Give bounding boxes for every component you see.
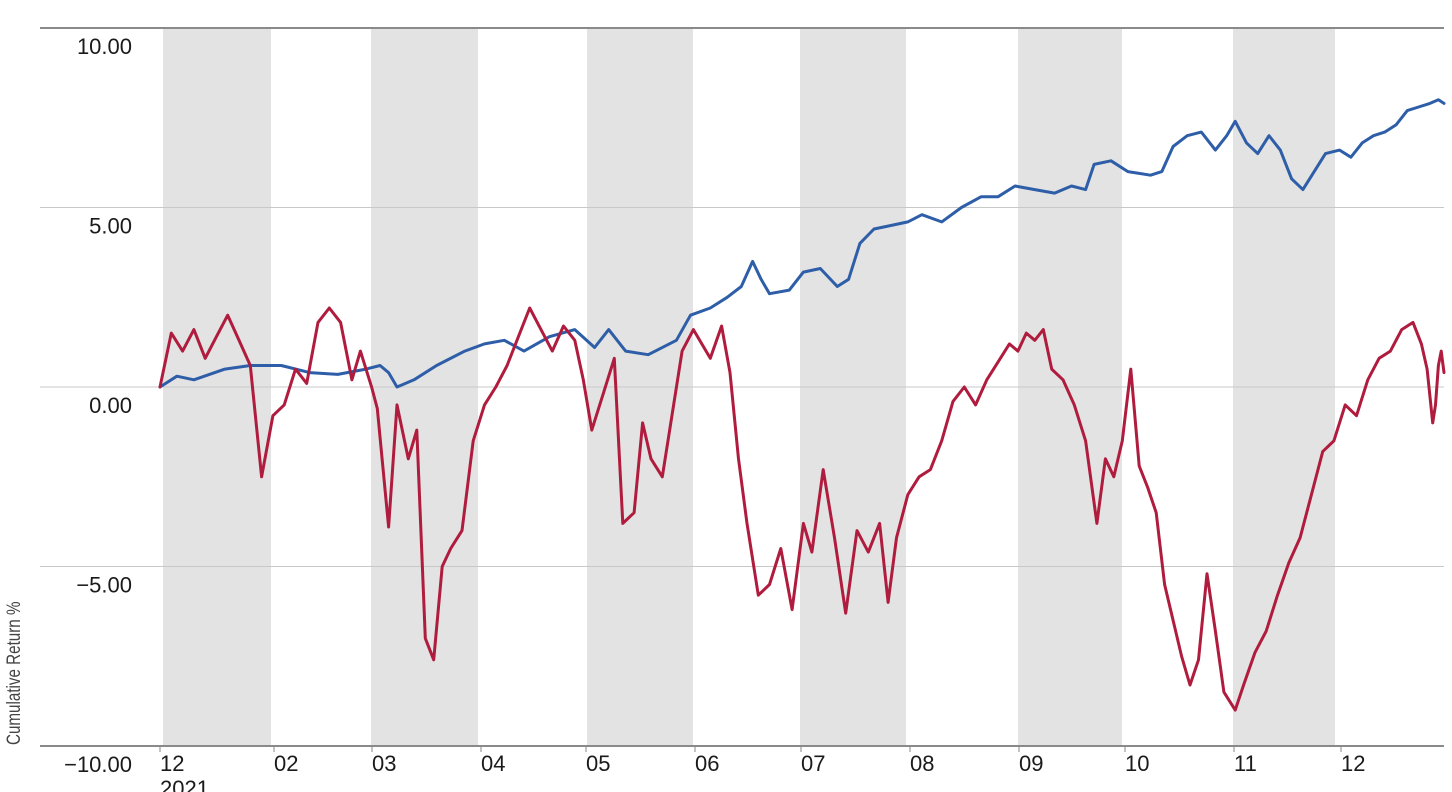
x-tick-sublabel: 2021 [160, 776, 209, 792]
series-line-1 [158, 98, 1446, 389]
x-tick-label: 12 [160, 751, 184, 776]
x-tick-label: 06 [695, 751, 719, 776]
series-line-2 [158, 306, 1446, 712]
y-tick-label: −10.00 [64, 752, 132, 777]
x-tick-label: 05 [586, 751, 610, 776]
x-tick-label: 07 [801, 751, 825, 776]
x-tick-label: 12 [1341, 751, 1365, 776]
y-tick-label: 5.00 [89, 214, 132, 239]
gridlines [40, 27, 1444, 747]
series-lines [158, 98, 1446, 712]
y-axis-title: Cumulative Return % [2, 602, 24, 745]
y-tick-label: −5.00 [76, 573, 132, 598]
x-tick-label: 08 [910, 751, 934, 776]
x-tick-label: 11 [1234, 751, 1257, 776]
x-tick-label: 10 [1125, 751, 1149, 776]
x-tick-label: 02 [274, 751, 298, 776]
y-axis-ticks: 10.00 5.00 0.00 −5.00 −10.00 [64, 34, 132, 777]
x-tick-label: 04 [481, 751, 505, 776]
y-tick-label: 0.00 [89, 393, 132, 418]
y-tick-label: 10.00 [77, 34, 132, 59]
x-tick-label: 03 [372, 751, 396, 776]
x-tick-label: 09 [1019, 751, 1043, 776]
